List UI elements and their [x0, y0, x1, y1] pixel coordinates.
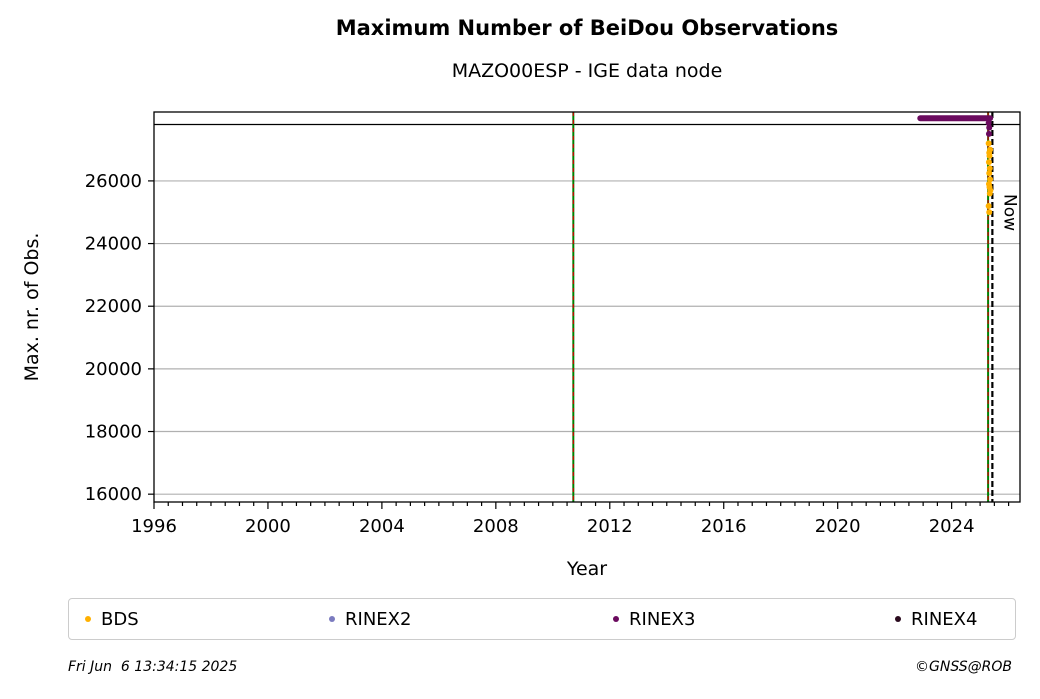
- legend-item-rinex3: RINEX3: [613, 599, 695, 639]
- data-point-rinex3: [985, 130, 992, 137]
- legend-label-rinex3: RINEX3: [629, 608, 696, 630]
- plot-frame: [153, 111, 1021, 503]
- x-tick-label: 2024: [929, 516, 975, 537]
- x-tick-label: 2016: [701, 516, 747, 537]
- x-tick-label: 2012: [587, 516, 633, 537]
- data-point-bds: [986, 165, 993, 172]
- x-axis-ticks: 1996 2000 2004 2008 2012 2016 2020 2024: [131, 502, 1010, 537]
- y-tick-label: 26000: [85, 171, 142, 192]
- legend-item-rinex2: RINEX2: [329, 599, 411, 639]
- data-point-bds: [987, 176, 994, 183]
- data-point-bds: [985, 159, 992, 166]
- legend-marker-rinex4: [895, 616, 901, 622]
- data-point-bds: [986, 170, 993, 177]
- data-point-bds: [987, 146, 994, 153]
- chart-subtitle: MAZO00ESP - IGE data node: [451, 60, 723, 82]
- chart-title: Maximum Number of BeiDou Observations: [335, 16, 839, 40]
- legend-marker-bds: [85, 616, 91, 622]
- footer-timestamp: Fri Jun 6 13:34:15 2025: [68, 659, 238, 675]
- x-tick-label: 2020: [815, 516, 861, 537]
- y-tick-label: 20000: [85, 359, 142, 380]
- data-point-bds: [985, 202, 992, 209]
- data-point-bds: [986, 209, 993, 216]
- y-tick-label: 16000: [85, 484, 142, 505]
- legend-label-rinex4: RINEX4: [911, 608, 978, 630]
- legend-marker-rinex3: [613, 616, 619, 622]
- footer-copyright: ©GNSS@ROB: [915, 659, 1012, 675]
- x-tick-label: 2008: [473, 516, 519, 537]
- y-tick-label: 24000: [85, 234, 142, 255]
- series-points: [917, 115, 994, 216]
- y-tick-label: 22000: [85, 296, 142, 317]
- data-point-bds: [986, 152, 993, 159]
- y-axis-ticks: 16000 18000 20000 22000 24000 26000: [85, 171, 154, 505]
- x-tick-label: 2004: [359, 516, 405, 537]
- grid-lines: [154, 180, 1020, 495]
- y-axis-label: Max. nr. of Obs.: [21, 233, 43, 382]
- legend-label-rinex2: RINEX2: [345, 608, 412, 630]
- legend-label-bds: BDS: [101, 608, 139, 630]
- legend: BDS RINEX2 RINEX3 RINEX4: [68, 598, 1016, 640]
- legend-marker-rinex2: [329, 616, 335, 622]
- data-point-bds: [986, 190, 993, 197]
- legend-item-rinex4: RINEX4: [895, 599, 977, 639]
- now-label: Now: [999, 194, 1019, 231]
- data-point-rinex3: [985, 119, 992, 126]
- y-tick-label: 18000: [85, 422, 142, 443]
- x-axis-label: Year: [566, 558, 607, 580]
- data-point-rinex3: [986, 124, 993, 131]
- vertical-lines: [572, 112, 994, 502]
- legend-item-bds: BDS: [85, 599, 139, 639]
- x-tick-label: 1996: [131, 516, 177, 537]
- data-point-bds: [985, 140, 992, 147]
- x-tick-label: 2000: [245, 516, 291, 537]
